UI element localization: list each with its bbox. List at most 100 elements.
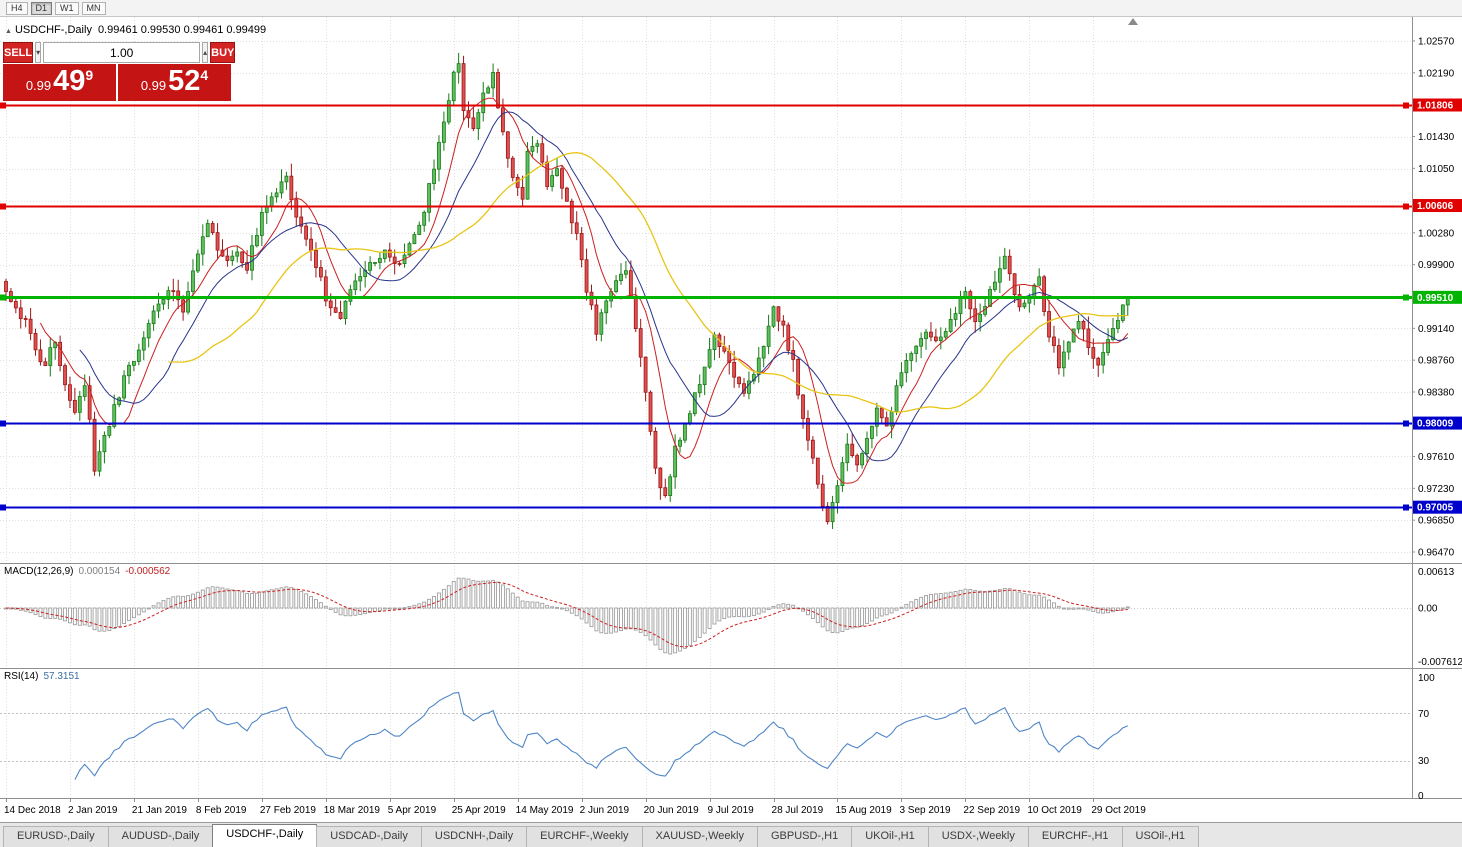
price-axis-label: 0.97230 — [1418, 484, 1455, 495]
macd-name: MACD(12,26,9) — [4, 566, 74, 577]
time-axis-label: 25 Apr 2019 — [452, 805, 506, 816]
buy-price-point: 4 — [200, 67, 209, 83]
price-tag-0.99510[interactable] — [1413, 290, 1462, 304]
ma-mid-blue-line — [79, 111, 1129, 462]
tab-gbpusd-h1[interactable]: GBPUSD-,H1 — [756, 826, 853, 847]
tab-usdcad-daily[interactable]: USDCAD-,Daily — [316, 826, 422, 847]
chart-canvas[interactable]: 1.025701.021901.014301.010501.002800.999… — [0, 0, 1462, 823]
tab-usdcnh-daily[interactable]: USDCNH-,Daily — [420, 826, 528, 847]
price-axis: 1.02570 1.02190 1.01430 1.01050 1.00280 0.999… — [1412, 37, 1462, 559]
price-tag-text: 0.98009 — [1417, 419, 1454, 430]
time-axis-label: 10 Oct 2019 — [1027, 805, 1082, 816]
sell-price-pips: 49 — [53, 65, 86, 97]
buy-price-display[interactable]: 0.99 52 4 — [118, 64, 231, 101]
time-axis-label: 15 Aug 2019 — [835, 805, 892, 816]
rsi-indicator-label: RSI(14) 57.3151 — [4, 671, 80, 682]
tab-audusd-daily[interactable]: AUDUSD-,Daily — [107, 826, 214, 847]
time-axis-label: 20 Jun 2019 — [644, 805, 699, 816]
macd-indicator-label: MACD(12,26,9) 0.000154 -0.000562 — [4, 566, 170, 577]
price-axis-label: 1.01050 — [1418, 164, 1455, 175]
rsi-axis-label: 100 — [1418, 673, 1435, 684]
tab-eurchf-h1[interactable]: EURCHF-,H1 — [1027, 826, 1123, 847]
chart-tabs-bar: EURUSD-,Daily AUDUSD-,Daily USDCHF-,Daily U… — [0, 822, 1462, 847]
price-axis-label: 0.99900 — [1418, 260, 1455, 271]
rsi-name: RSI(14) — [4, 671, 39, 682]
one-click-trading-panel: SELL ▾ ▴ BUY 0.99 49 9 0.99 52 4 — [3, 42, 236, 101]
tab-eurusd-daily[interactable]: EURUSD-,Daily — [3, 826, 109, 847]
chart-title: ▲ USDCHF-,Daily 0.99461 0.99530 0.99461 0.… — [5, 24, 266, 36]
tab-eurchf-weekly[interactable]: EURCHF-,Weekly — [526, 826, 643, 847]
grid-layer — [0, 17, 1412, 798]
time-axis-label: 2 Jan 2019 — [68, 805, 118, 816]
timeframe-button-w1[interactable]: W1 — [55, 1, 79, 15]
price-tag-0.98009[interactable] — [1413, 416, 1462, 430]
price-axis-label: 0.99140 — [1418, 324, 1455, 335]
timeframe-button-d1[interactable]: D1 — [30, 1, 53, 15]
ma-slow-yellow-line — [168, 152, 1128, 413]
macd-axis-label: 0.00613 — [1418, 567, 1455, 578]
line-handle-right[interactable] — [1403, 294, 1409, 301]
tab-ukoil-h1[interactable]: UKOil-,H1 — [851, 826, 929, 847]
volume-input[interactable] — [43, 42, 201, 63]
tab-xauusd-weekly[interactable]: XAUUSD-,Weekly — [641, 826, 758, 847]
time-axis[interactable]: 14 Dec 2018 2 Jan 2019 21 Jan 2019 8 Feb 20… — [4, 798, 1146, 816]
time-axis-label: 2 Jun 2019 — [580, 805, 630, 816]
macd-axis-label: -0.0076120 — [1418, 657, 1462, 668]
rsi-axis-label: 30 — [1418, 756, 1430, 767]
collapse-arrow-icon[interactable]: ▲ — [5, 28, 12, 35]
time-axis-label: 28 Jul 2019 — [772, 805, 824, 816]
buy-price-figure: 0.99 — [140, 78, 167, 93]
price-axis-label: 1.01430 — [1418, 132, 1455, 143]
tab-usdx-weekly[interactable]: USDX-,Weekly — [927, 826, 1029, 847]
line-handle-left[interactable] — [0, 203, 6, 210]
sell-price-display[interactable]: 0.99 49 9 — [3, 64, 116, 101]
volume-increase-button[interactable]: ▴ — [202, 42, 209, 63]
price-tag-text: 0.99510 — [1417, 293, 1454, 304]
timeframe-button-h4[interactable]: H4 — [6, 1, 28, 15]
buy-button[interactable]: BUY — [210, 42, 236, 63]
ma-fast-red-line — [39, 97, 1129, 484]
price-axis-label: 0.97610 — [1418, 452, 1455, 463]
line-handle-left[interactable] — [0, 102, 6, 109]
price-tag-1.01806[interactable] — [1413, 98, 1462, 112]
time-axis-label: 21 Jan 2019 — [132, 805, 187, 816]
chart-shift-marker-icon[interactable] — [1128, 18, 1138, 25]
price-tag-0.97005[interactable] — [1413, 500, 1462, 514]
tab-usdchf-daily[interactable]: USDCHF-,Daily — [212, 824, 318, 847]
line-handle-right[interactable] — [1403, 504, 1409, 511]
line-handle-right[interactable] — [1403, 420, 1409, 427]
price-tag-1.00606[interactable] — [1413, 199, 1462, 213]
time-axis-label: 14 May 2019 — [516, 805, 574, 816]
line-handle-left[interactable] — [0, 504, 6, 511]
price-axis-label: 1.02190 — [1418, 68, 1455, 79]
line-handle-left[interactable] — [0, 294, 6, 301]
timeframe-button-mn[interactable]: MN — [81, 1, 106, 15]
macd-histogram — [4, 577, 1130, 655]
time-axis-label: 22 Sep 2019 — [963, 805, 1020, 816]
sell-price-point: 9 — [85, 67, 94, 83]
chart-ohlc-values: 0.99461 0.99530 0.99461 0.99499 — [97, 24, 267, 36]
line-handle-right[interactable] — [1403, 203, 1409, 210]
rsi-axis-label: 0 — [1418, 791, 1424, 802]
price-axis-label: 0.96850 — [1418, 516, 1455, 527]
line-handle-left[interactable] — [0, 420, 6, 427]
macd-main-value: 0.000154 — [78, 566, 121, 577]
price-tag-text: 1.00606 — [1417, 201, 1454, 212]
time-axis-label: 29 Oct 2019 — [1091, 805, 1146, 816]
time-axis-label: 9 Jul 2019 — [708, 805, 755, 816]
tab-usoil-h1[interactable]: USOil-,H1 — [1121, 826, 1200, 847]
volume-decrease-button[interactable]: ▾ — [35, 42, 42, 63]
line-handle-right[interactable] — [1403, 102, 1409, 109]
time-axis-label: 18 Mar 2019 — [324, 805, 381, 816]
price-tag-text: 0.97005 — [1417, 503, 1454, 514]
timeframe-toolbar: H4 D1 W1 MN — [0, 0, 1462, 17]
time-axis-label: 27 Feb 2019 — [260, 805, 317, 816]
macd-axis-label: 0.00 — [1418, 604, 1438, 615]
chart-symbol-period: USDCHF-,Daily — [14, 24, 92, 36]
time-axis-label: 14 Dec 2018 — [4, 805, 61, 816]
time-axis-label: 3 Sep 2019 — [899, 805, 951, 816]
sell-button[interactable]: SELL — [3, 42, 34, 63]
rsi-value: 57.3151 — [43, 671, 80, 682]
price-tag-text: 1.01806 — [1417, 101, 1454, 112]
